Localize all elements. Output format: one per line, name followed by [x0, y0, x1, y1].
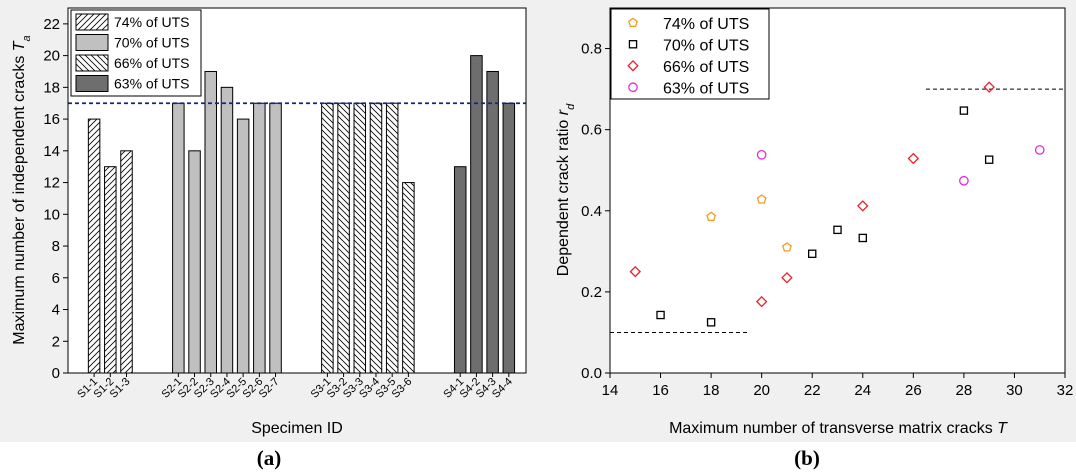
bar-s2-7	[269, 102, 282, 374]
scatter-chart-dependent-ratio: 0.0 0.2 0.4 0.6 0.8 14 16 18 20 22 24 26 28 30 32 74%…	[555, 7, 1074, 437]
y-axis-label-a: Maximum number of independent cracks Ta	[11, 35, 33, 344]
legend-marker-b	[627, 60, 639, 72]
x-tick-label-b: 32	[1057, 382, 1074, 399]
legend-label-a: 74% of UTS	[114, 14, 189, 30]
y-tick-label-b: 0.8	[581, 41, 602, 58]
bar-s1-1	[87, 118, 101, 374]
x-axis-label-b: Maximum number of transverse matrix crac…	[669, 420, 1008, 437]
bar-s3-4	[369, 102, 383, 374]
point-square	[656, 310, 665, 320]
x-tick-label-b: 28	[956, 382, 973, 399]
legend-swatch-a	[75, 34, 109, 51]
y-axis-label-b: Dependent crack ratio rd	[555, 103, 577, 276]
legend-label-b: 63% of UTS	[663, 80, 749, 97]
bar-s1-3	[120, 150, 133, 374]
point-diamond	[781, 271, 793, 284]
legend-label-b: 70% of UTS	[663, 37, 749, 54]
point-diamond	[983, 81, 995, 93]
point-diamond	[755, 295, 768, 308]
y-tick-label-a: 4	[52, 302, 60, 319]
point-diamond	[629, 265, 642, 278]
y-tick-label-a: 18	[43, 79, 60, 96]
y-tick-label-a: 20	[43, 48, 60, 65]
bar-s3-2	[337, 102, 350, 374]
bar-s3-3	[353, 102, 367, 374]
bar-s2-2	[188, 150, 201, 374]
x-tick-label-b: 16	[652, 382, 669, 399]
legend-b	[610, 8, 770, 100]
y-tick-label-b: 0.0	[581, 365, 602, 382]
point-pentagon	[756, 194, 767, 204]
legend-label-b: 74% of UTS	[663, 16, 749, 33]
bar-s1-2	[104, 166, 117, 374]
bar-s2-5	[236, 118, 250, 374]
y-tick-label-a: 12	[43, 175, 60, 192]
point-square	[858, 233, 867, 243]
bar-s4-1	[453, 166, 467, 374]
legend-marker-b	[628, 17, 638, 27]
legend-swatch-a	[75, 54, 109, 72]
point-circle	[756, 149, 767, 160]
y-tick-label-a: 10	[43, 206, 60, 223]
point-circle	[959, 175, 969, 186]
legend-label-a: 66% of UTS	[114, 55, 189, 71]
plot-frame-a	[67, 7, 527, 374]
bar-s2-6	[253, 102, 266, 374]
plot-frame-b	[609, 7, 1066, 374]
y-tick-label-b: 0.4	[581, 203, 602, 220]
caption-a: (a)	[256, 446, 282, 470]
point-pentagon	[706, 211, 717, 222]
y-tick-label-b: 0.2	[581, 284, 602, 301]
point-square	[706, 318, 716, 327]
bar-s3-1	[321, 102, 334, 374]
point-diamond	[857, 200, 869, 212]
point-pentagon	[781, 242, 792, 252]
bar-s4-3	[486, 70, 499, 374]
legend-label-a: 70% of UTS	[114, 35, 189, 51]
x-tick-label-b: 22	[804, 382, 821, 399]
x-tick-label-b: 26	[905, 382, 922, 399]
y-tick-label-a: 0	[52, 365, 60, 382]
x-tick-label-b: 18	[703, 382, 720, 399]
y-tick-label-a: 6	[52, 270, 60, 287]
point-square	[959, 106, 969, 115]
y-tick-label-a: 2	[52, 333, 60, 350]
y-tick-label-b: 0.6	[581, 122, 602, 139]
bar-s2-3	[204, 70, 217, 374]
x-tick-label-b: 30	[1006, 382, 1023, 399]
x-axis-label-a: Specimen ID	[251, 420, 343, 437]
y-tick-label-a: 16	[43, 111, 60, 128]
bar-s2-4	[220, 86, 234, 374]
bar-s3-5	[385, 102, 399, 374]
legend-swatch-a	[75, 13, 109, 31]
point-square	[984, 155, 994, 164]
point-circle	[1034, 145, 1045, 155]
legend-marker-b	[628, 40, 638, 49]
x-tick-label-b: 20	[753, 382, 770, 399]
y-tick-label-a: 8	[52, 238, 60, 255]
legend-label-b: 66% of UTS	[663, 59, 749, 76]
point-diamond	[907, 152, 920, 165]
panel-b: 0.0 0.2 0.4 0.6 0.8 14 16 18 20 22 24 26 28 30 32 74%…	[538, 0, 1076, 442]
y-tick-label-a: 22	[43, 16, 60, 33]
caption-b: (b)	[794, 446, 820, 470]
legend-label-a: 63% of UTS	[114, 76, 189, 92]
point-square	[808, 249, 817, 258]
y-tick-label-a: 14	[43, 143, 60, 160]
legend-marker-b	[628, 82, 638, 93]
panel-a: 0 2 4 6 8 10 12 14 16 18 20 22 S1-1 S1-2 S1-3 S2-1 S2-2…	[0, 0, 538, 442]
bar-s4-4	[502, 102, 516, 374]
x-tick-label-b: 14	[602, 382, 619, 399]
legend-swatch-a	[75, 75, 109, 92]
bar-s3-6	[402, 182, 415, 374]
point-square	[833, 225, 842, 235]
x-tick-label-b: 24	[854, 382, 871, 399]
bar-s2-1	[172, 102, 185, 374]
